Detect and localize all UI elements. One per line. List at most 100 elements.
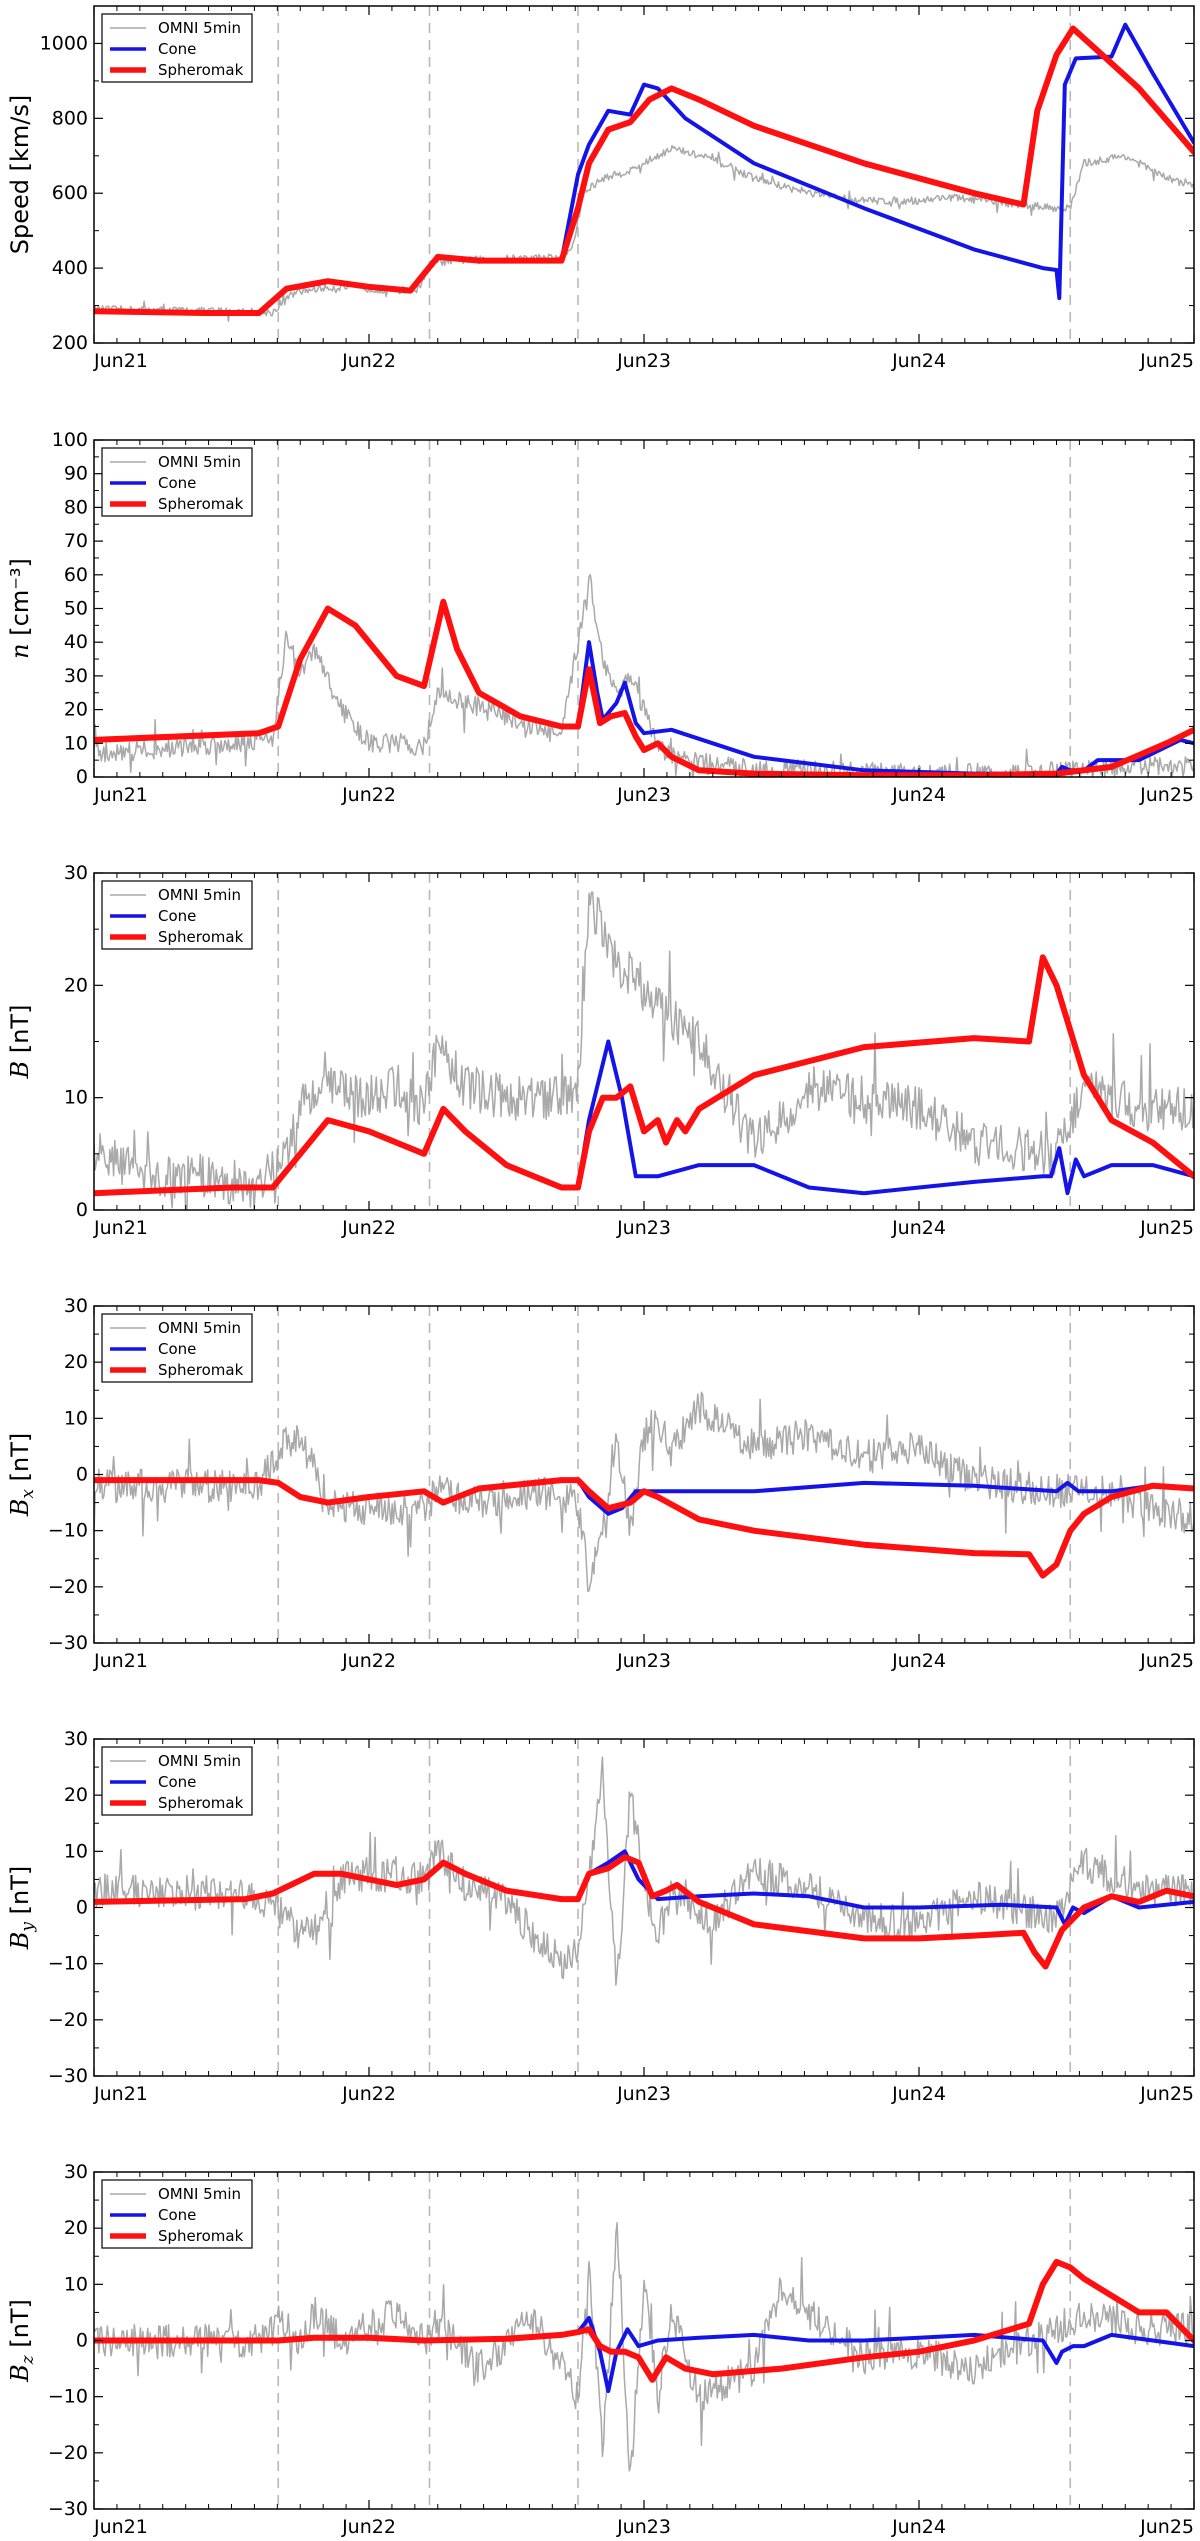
legend-entry: OMNI 5min: [158, 453, 241, 471]
panel-5: −30 −20 −10 0 10 20 30 Jun21 Jun22 Jun23 Jun24 Jun2…: [6, 1728, 1195, 2105]
y-axis-label: B [nT]: [6, 1005, 34, 1080]
x-tick-label: Jun23: [616, 2083, 671, 2105]
y-tick-label: 30: [64, 862, 88, 884]
x-tick-label: Jun22: [341, 1650, 396, 1672]
x-tick-label: Jun23: [616, 2516, 671, 2538]
y-tick-label: 70: [64, 530, 88, 552]
series-line-spheromak: [94, 1477, 1194, 1579]
series-line-omni-5min: [94, 573, 1194, 777]
y-tick-label: 10: [64, 732, 88, 754]
x-tick-label: Jun24: [891, 784, 946, 806]
x-tick-label: Jun21: [93, 2083, 148, 2105]
legend: OMNI 5min Cone Spheromak: [101, 880, 253, 950]
y-tick-label: 400: [52, 257, 88, 279]
legend: OMNI 5min Cone Spheromak: [101, 13, 253, 83]
series-line-omni-5min: [94, 1391, 1194, 1592]
series-line-spheromak: [94, 598, 1194, 777]
y-axis-label: By [nT]: [6, 1866, 38, 1951]
legend-entry: OMNI 5min: [158, 886, 241, 904]
series-line-cone: [94, 1478, 1194, 1516]
x-tick-label: Jun24: [891, 350, 946, 372]
legend-entry: Cone: [158, 1773, 196, 1791]
y-tick-label: 800: [52, 107, 88, 129]
legend: OMNI 5min Cone Spheromak: [101, 1746, 253, 1816]
y-tick-label: 20: [64, 1351, 88, 1373]
y-tick-label: 40: [64, 631, 88, 653]
y-tick-label: 20: [64, 699, 88, 721]
y-tick-label: 20: [64, 1784, 88, 1806]
x-tick-label: Jun25: [1139, 1650, 1194, 1672]
x-tick-label: Jun21: [93, 350, 148, 372]
series-line-omni-5min: [94, 2222, 1194, 2472]
x-tick-label: Jun24: [891, 2083, 946, 2105]
x-tick-label: Jun25: [1139, 2083, 1194, 2105]
legend-entry: OMNI 5min: [158, 2185, 241, 2203]
y-tick-label: −10: [48, 2386, 88, 2408]
y-tick-label: 60: [64, 564, 88, 586]
y-tick-label: −30: [48, 2498, 88, 2520]
legend-entry: Cone: [158, 1340, 196, 1358]
y-tick-label: −30: [48, 1632, 88, 1654]
x-tick-label: Jun23: [616, 1217, 671, 1239]
x-tick-label: Jun22: [341, 1217, 396, 1239]
legend-entry: Cone: [158, 907, 196, 925]
y-tick-label: 0: [76, 766, 88, 788]
y-tick-label: 10: [64, 2273, 88, 2295]
y-tick-label: 1000: [40, 32, 88, 54]
y-tick-label: 80: [64, 496, 88, 518]
legend: OMNI 5min Cone Spheromak: [101, 2179, 253, 2249]
series-line-spheromak: [94, 1854, 1194, 1970]
y-tick-label: 600: [52, 182, 88, 204]
legend-entry: Cone: [158, 2206, 196, 2224]
x-tick-label: Jun21: [93, 1217, 148, 1239]
x-tick-label: Jun24: [891, 1650, 946, 1672]
series-line-spheromak: [94, 954, 1194, 1197]
y-axis-label: Bz [nT]: [6, 2299, 38, 2383]
y-tick-label: −20: [48, 1576, 88, 1598]
series-line-spheromak: [94, 2258, 1194, 2383]
legend-entry: OMNI 5min: [158, 19, 241, 37]
x-tick-label: Jun22: [341, 2083, 396, 2105]
y-axis-label: Speed [km/s]: [6, 95, 34, 254]
legend-entry: Spheromak: [158, 61, 244, 79]
y-tick-label: −20: [48, 2009, 88, 2031]
legend-entry: OMNI 5min: [158, 1319, 241, 1337]
y-tick-label: 30: [64, 1295, 88, 1317]
x-tick-label: Jun24: [891, 2516, 946, 2538]
legend-entry: Cone: [158, 40, 196, 58]
y-tick-label: 0: [76, 1897, 88, 1919]
x-tick-label: Jun25: [1139, 1217, 1194, 1239]
series-line-spheromak: [94, 25, 1194, 316]
y-axis-label: Bx [nT]: [6, 1433, 38, 1517]
panel-4: −30 −20 −10 0 10 20 30 Jun21 Jun22 Jun23 Jun24 Jun2…: [6, 1295, 1195, 1672]
y-tick-label: 30: [64, 1728, 88, 1750]
x-tick-label: Jun21: [93, 784, 148, 806]
x-tick-label: Jun23: [616, 784, 671, 806]
y-tick-label: 0: [76, 1464, 88, 1486]
x-tick-label: Jun25: [1139, 2516, 1194, 2538]
legend-entry: Spheromak: [158, 1361, 244, 1379]
y-tick-label: −10: [48, 1520, 88, 1542]
y-tick-label: 200: [52, 332, 88, 354]
x-tick-label: Jun21: [93, 2516, 148, 2538]
x-tick-label: Jun25: [1139, 350, 1194, 372]
y-tick-label: 10: [64, 1407, 88, 1429]
legend-entry: Spheromak: [158, 1794, 244, 1812]
x-tick-label: Jun23: [616, 1650, 671, 1672]
y-tick-label: 90: [64, 463, 88, 485]
y-tick-label: 0: [76, 1199, 88, 1221]
x-tick-label: Jun21: [93, 1650, 148, 1672]
panel-1: 200 400 600 800 1000 Jun21 Jun22 Jun23 Jun24 Jun2…: [6, 5, 1195, 372]
x-tick-label: Jun22: [341, 2516, 396, 2538]
series-line-cone: [94, 1039, 1194, 1196]
y-tick-label: −30: [48, 2065, 88, 2087]
y-tick-label: −20: [48, 2442, 88, 2464]
y-tick-label: 20: [64, 974, 88, 996]
y-axis-label: n [cm⁻³]: [6, 558, 34, 659]
y-tick-label: 0: [76, 2330, 88, 2352]
x-tick-label: Jun24: [891, 1217, 946, 1239]
y-tick-label: 10: [64, 1840, 88, 1862]
x-tick-label: Jun22: [341, 350, 396, 372]
x-tick-label: Jun23: [616, 350, 671, 372]
